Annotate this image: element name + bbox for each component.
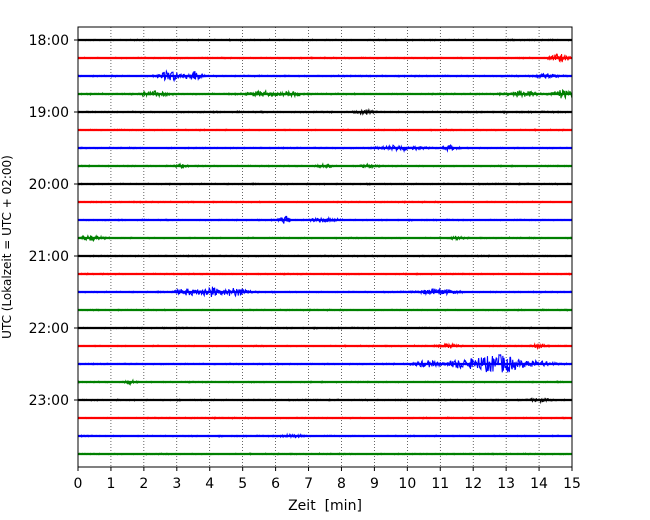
x-axis-label: Zeit [min] bbox=[288, 498, 362, 514]
x-tick-label: 10 bbox=[398, 476, 416, 492]
x-tick-label: 9 bbox=[370, 476, 379, 492]
x-tick-label: 6 bbox=[271, 476, 280, 492]
trace-layer bbox=[77, 38, 573, 456]
x-tick-label: 15 bbox=[563, 476, 581, 492]
x-tick-label: 1 bbox=[106, 476, 115, 492]
x-tick-label: 5 bbox=[238, 476, 247, 492]
y-tick-label: 20:00 bbox=[29, 177, 69, 193]
x-tick-label: 0 bbox=[74, 476, 83, 492]
x-tick-label: 3 bbox=[172, 476, 181, 492]
y-tick-label: 23:00 bbox=[29, 393, 69, 409]
x-tick-label: 14 bbox=[530, 476, 548, 492]
x-tick-label: 4 bbox=[205, 476, 214, 492]
y-axis-ticks: 18:00 19:00 20:00 21:00 22:00 23:00 bbox=[29, 33, 78, 409]
grid-layer bbox=[110, 27, 540, 467]
plot-frame bbox=[77, 26, 573, 468]
y-tick-label: 21:00 bbox=[29, 249, 69, 265]
y-tick-label: 19:00 bbox=[29, 105, 69, 121]
x-axis-ticks: 0 1 2 3 4 5 6 7 8 9 10 11 12 13 14 15 bbox=[74, 467, 581, 492]
x-tick-label: 7 bbox=[304, 476, 313, 492]
x-tick-label: 11 bbox=[431, 476, 449, 492]
x-tick-label: 12 bbox=[464, 476, 482, 492]
y-tick-label: 22:00 bbox=[29, 321, 69, 337]
x-tick-label: 8 bbox=[337, 476, 346, 492]
y-axis-label: UTC (Lokalzeit = UTC + 02:00) bbox=[0, 155, 14, 339]
x-tick-label: 13 bbox=[497, 476, 515, 492]
x-tick-label: 2 bbox=[139, 476, 148, 492]
y-tick-label: 18:00 bbox=[29, 33, 69, 49]
